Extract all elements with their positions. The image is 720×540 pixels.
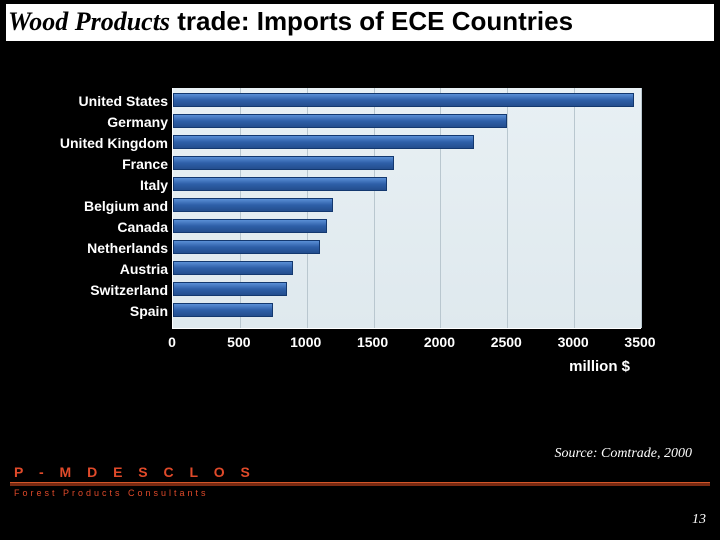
title-emphasis: Wood Products (8, 7, 170, 36)
x-tick: 3500 (624, 334, 655, 350)
bar (173, 303, 273, 317)
bar (173, 114, 507, 128)
legend-label: 1998 (646, 126, 682, 144)
x-axis-title: million $ (569, 358, 630, 375)
footer-subtitle: Forest Products Consultants (14, 488, 720, 498)
footer: P - M D E S C L O S Forest Products Cons… (0, 464, 720, 498)
y-label: Belgium and (84, 199, 168, 213)
bar (173, 198, 333, 212)
bar (173, 93, 634, 107)
source-text: Source: Comtrade, 2000 (554, 446, 692, 462)
bar (173, 177, 387, 191)
y-label: Netherlands (87, 241, 168, 255)
y-label: Italy (140, 178, 168, 192)
chart: United States Germany United Kingdom France… (50, 88, 670, 398)
bar (173, 219, 327, 233)
page-number: 13 (692, 512, 706, 528)
bar (173, 240, 320, 254)
x-tick: 2000 (424, 334, 455, 350)
bar (173, 135, 474, 149)
y-label: France (122, 157, 168, 171)
y-label: Germany (107, 115, 168, 129)
y-label: Switzerland (90, 283, 168, 297)
y-label: United Kingdom (60, 136, 168, 150)
x-tick: 1000 (290, 334, 321, 350)
y-label: United States (79, 94, 168, 108)
y-label: Austria (120, 262, 168, 276)
x-tick: 1500 (357, 334, 388, 350)
x-tick: 0 (168, 334, 176, 350)
footer-author: P - M D E S C L O S (14, 464, 720, 480)
slide-title: Wood Products trade: Imports of ECE Coun… (6, 4, 714, 41)
x-tick: 500 (227, 334, 250, 350)
x-tick: 2500 (491, 334, 522, 350)
slide: Wood Products trade: Imports of ECE Coun… (0, 0, 720, 540)
y-label: Canada (117, 220, 168, 234)
y-label: Spain (130, 304, 168, 318)
title-rest: trade: Imports of ECE Countries (170, 6, 573, 36)
bar (173, 156, 394, 170)
x-tick: 3000 (558, 334, 589, 350)
bar (173, 282, 287, 296)
bar (173, 261, 293, 275)
plot-area (172, 88, 641, 329)
footer-rule (10, 482, 710, 486)
